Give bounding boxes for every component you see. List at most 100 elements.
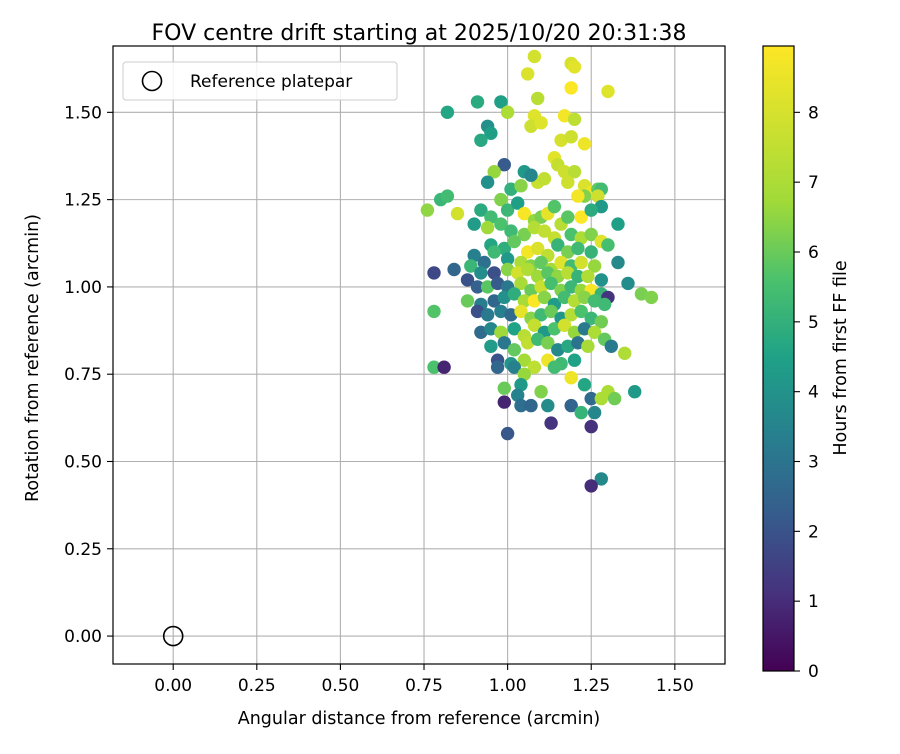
data-point <box>531 269 545 284</box>
data-point <box>517 294 531 308</box>
colorbar: 0 1 2 3 4 5 6 7 8 Hours from first FF file <box>762 45 851 682</box>
data-point <box>440 105 455 120</box>
data-point <box>420 203 435 217</box>
data-point <box>497 336 511 350</box>
data-point <box>531 91 545 106</box>
data-point <box>594 273 608 287</box>
data-point <box>611 255 625 270</box>
data-point <box>564 130 578 144</box>
data-point <box>470 95 485 109</box>
x-tick-label: 0.50 <box>321 676 359 696</box>
data-point <box>564 81 578 95</box>
x-tick-label: 0.25 <box>238 676 276 696</box>
data-point <box>507 287 521 301</box>
colorbar-tick-label: 4 <box>808 383 819 403</box>
data-point <box>607 391 622 406</box>
data-point <box>554 133 568 147</box>
data-point <box>547 199 562 214</box>
data-point <box>524 398 538 413</box>
data-point <box>494 217 508 231</box>
data-point <box>567 60 582 74</box>
data-point <box>547 322 562 336</box>
x-tick-label: 1.25 <box>572 676 610 696</box>
data-point <box>551 238 565 252</box>
data-point <box>494 325 508 339</box>
data-point <box>517 367 531 381</box>
data-point <box>494 304 508 319</box>
data-point <box>561 245 575 259</box>
data-point <box>604 339 618 353</box>
data-point <box>537 224 552 238</box>
data-point <box>500 105 515 120</box>
data-point <box>460 294 475 308</box>
data-point <box>577 290 592 305</box>
data-point <box>480 175 495 189</box>
data-point <box>587 259 602 273</box>
data-point <box>584 203 598 217</box>
data-point <box>541 336 555 350</box>
data-point <box>474 133 488 147</box>
colorbar-tick-label: 7 <box>808 173 819 193</box>
data-point <box>584 245 598 259</box>
legend-marker-icon <box>141 70 163 92</box>
data-point <box>584 479 598 493</box>
data-point <box>470 304 485 319</box>
data-point <box>480 308 495 322</box>
data-point <box>644 290 659 305</box>
y-tick-label: 1.50 <box>64 103 102 123</box>
data-point <box>527 49 542 64</box>
data-point <box>521 262 535 277</box>
data-point <box>507 322 521 336</box>
colorbar-tick-label: 6 <box>808 243 819 263</box>
data-point <box>497 381 511 395</box>
y-axis-label: Rotation from reference (arcmin) <box>23 214 43 502</box>
data-point <box>517 353 531 367</box>
colorbar-label: Hours from first FF file <box>831 260 851 455</box>
colorbar-tick-label: 8 <box>808 103 819 123</box>
colorbar-tick-label: 0 <box>808 662 819 682</box>
data-point <box>460 273 475 287</box>
data-point <box>531 332 545 346</box>
grid <box>113 46 725 664</box>
data-point <box>594 199 608 214</box>
data-points <box>420 49 659 493</box>
data-point <box>484 339 498 353</box>
colorbar-tick-label: 5 <box>808 313 819 333</box>
data-point <box>621 276 635 291</box>
data-point <box>574 210 588 224</box>
data-point <box>584 227 598 242</box>
data-point <box>591 189 605 203</box>
y-tick-label: 0.25 <box>64 540 102 560</box>
data-point <box>577 137 592 151</box>
data-point <box>487 266 501 280</box>
data-point <box>618 346 632 360</box>
data-point <box>601 84 615 99</box>
data-point <box>517 227 531 242</box>
data-point <box>500 203 515 217</box>
data-point <box>587 325 602 339</box>
data-point <box>500 262 515 277</box>
data-point <box>514 276 528 291</box>
data-point <box>450 206 465 221</box>
data-point <box>564 371 578 385</box>
x-tick-label: 1.50 <box>656 676 694 696</box>
x-axis-label: Angular distance from reference (arcmin) <box>238 709 601 729</box>
data-point <box>474 266 488 280</box>
colorbar-tick-label: 1 <box>808 592 819 612</box>
colorbar-gradient <box>762 45 795 672</box>
data-point <box>477 255 491 270</box>
data-point <box>507 360 521 374</box>
data-point <box>584 419 598 434</box>
data-point <box>521 67 535 81</box>
data-point <box>574 255 588 270</box>
data-point <box>437 360 451 374</box>
data-point <box>474 203 488 217</box>
data-point <box>514 378 528 392</box>
data-point <box>594 315 608 329</box>
data-point <box>628 385 642 399</box>
data-point <box>564 398 578 413</box>
data-point <box>464 259 478 273</box>
data-point <box>571 269 585 284</box>
data-point <box>584 311 598 325</box>
y-tick-label: 0.00 <box>64 627 102 647</box>
